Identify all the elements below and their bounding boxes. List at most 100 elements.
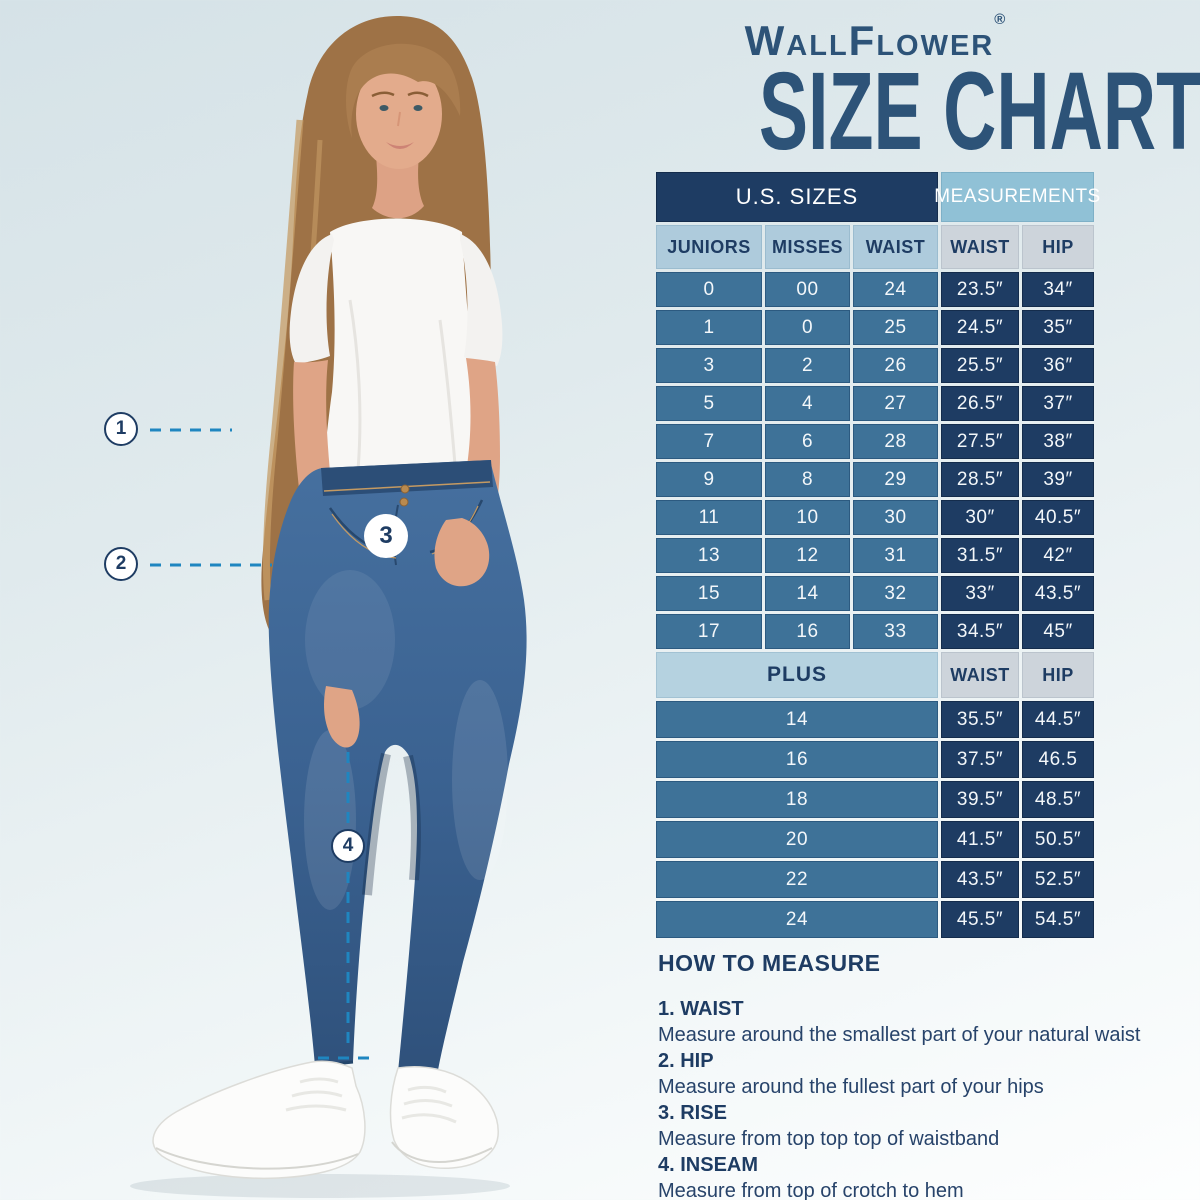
table-cell: 14 — [656, 701, 938, 738]
plus-header-row: PLUS WAIST HIP — [656, 652, 1094, 698]
table-cell: 54.5″ — [1022, 901, 1094, 938]
table-cell: 7 — [656, 424, 762, 459]
plus-table-rows: 14 35.5″ 44.5″ 16 37.5″ 46.5 18 39.5″ 48.5″ 20 41.… — [656, 701, 1094, 938]
table-cell: 20 — [656, 821, 938, 858]
table-cell: 25 — [853, 310, 938, 345]
plus-row: 20 41.5″ 50.5″ — [656, 821, 1094, 858]
marker-number: 1 — [115, 418, 127, 439]
table-cell: 42″ — [1022, 538, 1094, 573]
table-cell: 25.5″ — [941, 348, 1019, 383]
table-cell: 2 — [765, 348, 850, 383]
marker-hip: 2 — [104, 547, 138, 581]
table-cell: 27.5″ — [941, 424, 1019, 459]
table-cell: 43.5″ — [1022, 576, 1094, 611]
col-waist-meas: WAIST — [941, 225, 1019, 269]
measure-item-title: 2. HIP — [658, 1050, 714, 1072]
marker-number: 3 — [379, 522, 393, 549]
table-cell: 31.5″ — [941, 538, 1019, 573]
neck — [372, 156, 424, 219]
measure-item-description: Measure around the smallest part of your… — [658, 1024, 1141, 1046]
size-row: 15 14 32 33″ 43.5″ — [656, 576, 1094, 611]
table-cell: 14 — [765, 576, 850, 611]
right-hand — [434, 518, 490, 587]
measure-list: 1. WAIST Measure around the smallest part… — [658, 996, 1168, 1200]
measure-item-description: Measure around the fullest part of your … — [658, 1076, 1044, 1098]
size-row: 11 10 30 30″ 40.5″ — [656, 500, 1094, 535]
plus-row: 22 43.5″ 52.5″ — [656, 861, 1094, 898]
model-photo — [130, 16, 527, 1198]
table-cell: 31 — [853, 538, 938, 573]
plus-row: 14 35.5″ 44.5″ — [656, 701, 1094, 738]
table-cell: 00 — [765, 272, 850, 307]
table-cell: 46.5 — [1022, 741, 1094, 778]
table-cell: 23.5″ — [941, 272, 1019, 307]
plus-header: PLUS — [656, 652, 938, 698]
measure-item-title: 4. INSEAM — [658, 1154, 759, 1176]
how-to-measure-heading: HOW TO MEASURE — [658, 950, 881, 976]
group-header-row: U.S. SIZES MEASUREMENTS — [656, 172, 1100, 222]
measurements-header: MEASUREMENTS — [934, 172, 1100, 222]
table-cell: 39.5″ — [941, 781, 1019, 818]
table-cell: 45.5″ — [941, 901, 1019, 938]
plus-row: 24 45.5″ 54.5″ — [656, 901, 1094, 938]
table-cell: 26 — [853, 348, 938, 383]
col-misses: MISSES — [765, 225, 850, 269]
table-cell: 35.5″ — [941, 701, 1019, 738]
measure-item: 3. RISE Measure from top top top of waist… — [658, 1100, 1168, 1152]
table-cell: 12 — [765, 538, 850, 573]
table-cell: 30 — [853, 500, 938, 535]
table-cell: 34.5″ — [941, 614, 1019, 649]
size-row: 1 0 25 24.5″ 35″ — [656, 310, 1094, 345]
table-cell: 16 — [656, 741, 938, 778]
plus-row: 18 39.5″ 48.5″ — [656, 781, 1094, 818]
table-cell: 50.5″ — [1022, 821, 1094, 858]
table-cell: 52.5″ — [1022, 861, 1094, 898]
table-cell: 40.5″ — [1022, 500, 1094, 535]
front-hair — [346, 43, 461, 138]
marker-number: 2 — [115, 553, 127, 574]
table-cell: 36″ — [1022, 348, 1094, 383]
table-cell: 24.5″ — [941, 310, 1019, 345]
plus-row: 16 37.5″ 46.5 — [656, 741, 1094, 778]
column-header-row: JUNIORS MISSES WAIST WAIST HIP — [656, 225, 1094, 269]
table-cell: 34″ — [1022, 272, 1094, 307]
measure-item-title: 3. RISE — [658, 1102, 727, 1124]
measure-item: 2. HIP Measure around the fullest part of… — [658, 1048, 1168, 1100]
measure-item-description: Measure from top top top of waistband — [658, 1128, 1000, 1150]
size-table-rows: 0 00 24 23.5″ 34″ 1 0 25 24.5″ 35″ 3 2 26 25.5″ 36″ 5 4 2… — [656, 272, 1094, 649]
table-cell: 9 — [656, 462, 762, 497]
table-cell: 33 — [853, 614, 938, 649]
us-sizes-header: U.S. SIZES — [656, 172, 938, 222]
brand-name: WallFlower — [744, 17, 995, 64]
measure-item: 4. INSEAM Measure from top of crotch to h… — [658, 1152, 1168, 1200]
table-cell: 37″ — [1022, 386, 1094, 421]
col-hip-meas: HIP — [1022, 225, 1094, 269]
plus-col-waist: WAIST — [941, 652, 1019, 698]
size-row: 13 12 31 31.5″ 42″ — [656, 538, 1094, 573]
table-cell: 41.5″ — [941, 821, 1019, 858]
table-cell: 43.5″ — [941, 861, 1019, 898]
size-row: 9 8 29 28.5″ 39″ — [656, 462, 1094, 497]
table-cell: 0 — [656, 272, 762, 307]
table-cell: 11 — [656, 500, 762, 535]
registered-mark: ® — [994, 11, 1006, 28]
table-cell: 30″ — [941, 500, 1019, 535]
size-row: 3 2 26 25.5″ 36″ — [656, 348, 1094, 383]
table-cell: 29 — [853, 462, 938, 497]
jeans — [268, 460, 527, 1076]
table-cell: 48.5″ — [1022, 781, 1094, 818]
table-cell: 38″ — [1022, 424, 1094, 459]
table-cell: 5 — [656, 386, 762, 421]
waistband — [321, 460, 493, 496]
marker-inseam: 4 — [331, 829, 365, 863]
table-cell: 32 — [853, 576, 938, 611]
table-cell: 3 — [656, 348, 762, 383]
table-cell: 24 — [853, 272, 938, 307]
table-cell: 10 — [765, 500, 850, 535]
table-cell: 45″ — [1022, 614, 1094, 649]
table-cell: 33″ — [941, 576, 1019, 611]
table-cell: 6 — [765, 424, 850, 459]
marker-rise: 3 — [364, 514, 408, 558]
left-hand — [324, 686, 360, 748]
table-cell: 28 — [853, 424, 938, 459]
